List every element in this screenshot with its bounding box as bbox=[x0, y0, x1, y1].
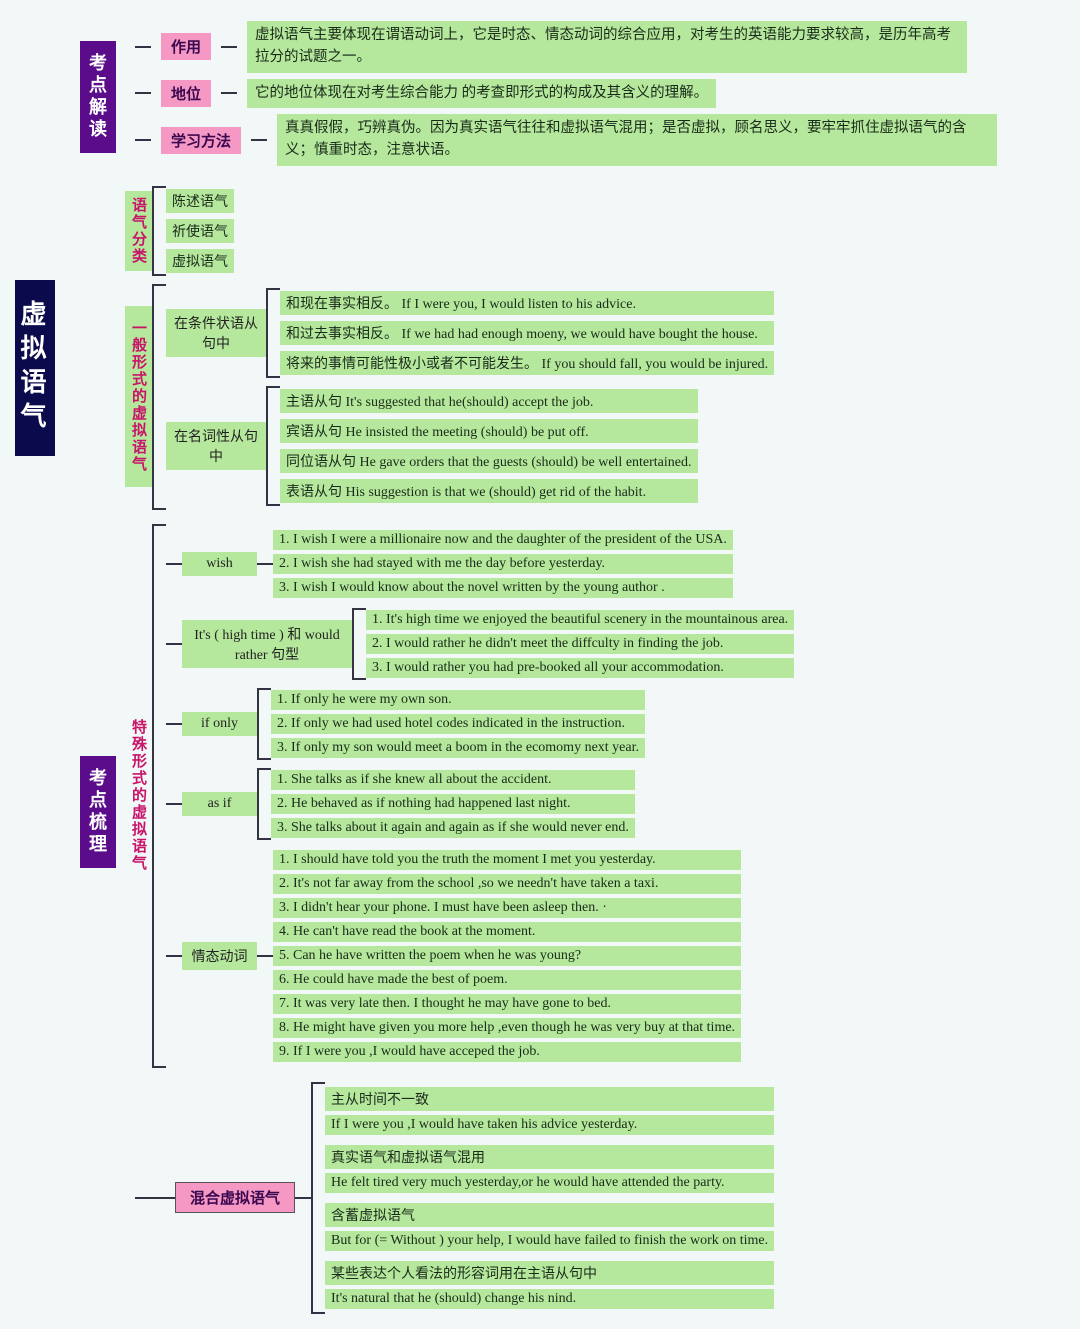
sub-asif: as if bbox=[182, 792, 257, 816]
noun-appositive: 同位语从句 He gave orders that the guests (sh… bbox=[280, 449, 698, 473]
section2-title: 考点梳理 bbox=[80, 756, 116, 868]
bracket bbox=[257, 768, 271, 840]
connector bbox=[257, 563, 273, 565]
high-2: 2. I would rather he didn't meet the dif… bbox=[366, 634, 794, 654]
cat-special-form: 特殊形式的虚拟语气 bbox=[125, 689, 152, 902]
asif-2: 2. He behaved as if nothing had happened… bbox=[271, 794, 635, 814]
section-review: 考点梳理 语气分类 陈述语气 祈使语气 虚拟语气 一般形式的虚拟语气 在条件状语… bbox=[135, 186, 1065, 1314]
cond-past: 和过去事实相反。 If we had had enough moeny, we … bbox=[280, 321, 774, 345]
bracket bbox=[152, 524, 166, 1068]
bracket bbox=[152, 186, 166, 276]
wish-3: 3. I wish I would know about the novel w… bbox=[273, 578, 733, 598]
mix-d-h: 某些表达个人看法的形容词用在主语从句中 bbox=[325, 1261, 774, 1285]
bracket bbox=[311, 1082, 325, 1314]
section-interpretation: 考点解读 作用 虚拟语气主要体现在谓语动词上，它是时态、情态动词的综合应用，对考… bbox=[135, 21, 1065, 166]
modal-5: 5. Can he have written the poem when he … bbox=[273, 946, 741, 966]
modal-1: 1. I should have told you the truth the … bbox=[273, 850, 741, 870]
mix-a-h: 主从时间不一致 bbox=[325, 1087, 774, 1111]
label-status: 地位 bbox=[161, 80, 211, 107]
sub-nominal: 在名词性从句中 bbox=[166, 422, 266, 470]
modal-7: 7. It was very late then. I thought he m… bbox=[273, 994, 741, 1014]
bracket bbox=[266, 288, 280, 378]
bracket bbox=[352, 608, 366, 680]
ifonly-1: 1. If only he were my own son. bbox=[271, 690, 645, 710]
noun-object: 宾语从句 He insisted the meeting (should) be… bbox=[280, 419, 698, 443]
cond-present: 和现在事实相反。 If I were you, I would listen t… bbox=[280, 291, 774, 315]
connector bbox=[166, 563, 182, 565]
connector bbox=[257, 955, 273, 957]
mix-a-t: If I were you ,I would have taken his ad… bbox=[325, 1115, 774, 1135]
high-1: 1. It's high time we enjoyed the beautif… bbox=[366, 610, 794, 630]
modal-9: 9. If I were you ,I would have acceped t… bbox=[273, 1042, 741, 1062]
sub-hightime: It's ( high time ) 和 would rather 句型 bbox=[182, 620, 352, 668]
connector bbox=[135, 92, 151, 94]
mix-b-t: He felt tired very much yesterday,or he … bbox=[325, 1173, 774, 1193]
connector bbox=[166, 723, 182, 725]
text-status: 它的地位体现在对考生综合能力 的考查即形式的构成及其含义的理解。 bbox=[247, 79, 716, 109]
modal-4: 4. He can't have read the book at the mo… bbox=[273, 922, 741, 942]
section1-title: 考点解读 bbox=[80, 41, 116, 153]
sub-wish: wish bbox=[182, 552, 257, 576]
mood-imperative: 祈使语气 bbox=[166, 219, 234, 243]
connector bbox=[166, 643, 182, 645]
wish-1: 1. I wish I were a millionaire now and t… bbox=[273, 530, 733, 550]
label-role: 作用 bbox=[161, 33, 211, 60]
connector bbox=[221, 46, 237, 48]
noun-predicative: 表语从句 His suggestion is that we (should) … bbox=[280, 479, 698, 503]
modal-8: 8. He might have given you more help ,ev… bbox=[273, 1018, 741, 1038]
modal-6: 6. He could have made the best of poem. bbox=[273, 970, 741, 990]
asif-3: 3. She talks about it again and again as… bbox=[271, 818, 635, 838]
mix-c-t: But for (= Without ) your help, I would … bbox=[325, 1231, 774, 1251]
ifonly-2: 2. If only we had used hotel codes indic… bbox=[271, 714, 645, 734]
asif-1: 1. She talks as if she knew all about th… bbox=[271, 770, 635, 790]
modal-2: 2. It's not far away from the school ,so… bbox=[273, 874, 741, 894]
text-role: 虚拟语气主要体现在谓语动词上，它是时态、情态动词的综合应用，对考生的英语能力要求… bbox=[247, 21, 967, 73]
connector bbox=[135, 46, 151, 48]
sub-conditional: 在条件状语从句中 bbox=[166, 309, 266, 357]
connector bbox=[166, 803, 182, 805]
connector bbox=[251, 139, 267, 141]
connector bbox=[135, 1197, 175, 1199]
cat-general-form: 一般形式的虚拟语气 bbox=[125, 306, 152, 487]
sub-ifonly: if only bbox=[182, 712, 257, 736]
connector bbox=[221, 92, 237, 94]
text-method: 真真假假，巧辨真伪。因为真实语气往往和虚拟语气混用；是否虚拟，顾名思义，要牢牢抓… bbox=[277, 114, 997, 166]
label-method: 学习方法 bbox=[161, 127, 241, 154]
mood-subjunctive: 虚拟语气 bbox=[166, 249, 234, 273]
noun-subject: 主语从句 It's suggested that he(should) acce… bbox=[280, 389, 698, 413]
bracket bbox=[152, 284, 166, 510]
wish-2: 2. I wish she had stayed with me the day… bbox=[273, 554, 733, 574]
bracket bbox=[257, 688, 271, 760]
high-3: 3. I would rather you had pre-booked all… bbox=[366, 658, 794, 678]
cat-mixed: 混合虚拟语气 bbox=[175, 1182, 295, 1213]
root-title: 虚拟语气 bbox=[15, 280, 55, 456]
mix-d-t: It's natural that he (should) change his… bbox=[325, 1289, 774, 1309]
sub-modal: 情态动词 bbox=[182, 942, 257, 970]
ifonly-3: 3. If only my son would meet a boom in t… bbox=[271, 738, 645, 758]
cat-mood-types: 语气分类 bbox=[125, 191, 152, 271]
mix-b-h: 真实语气和虚拟语气混用 bbox=[325, 1145, 774, 1169]
connector bbox=[166, 955, 182, 957]
mix-c-h: 含蓄虚拟语气 bbox=[325, 1203, 774, 1227]
connector bbox=[295, 1197, 311, 1199]
cond-future: 将来的事情可能性极小或者不可能发生。 If you should fall, y… bbox=[280, 351, 774, 375]
connector bbox=[135, 139, 151, 141]
bracket bbox=[266, 386, 280, 506]
modal-3: 3. I didn't hear your phone. I must have… bbox=[273, 898, 741, 918]
mood-declarative: 陈述语气 bbox=[166, 189, 234, 213]
